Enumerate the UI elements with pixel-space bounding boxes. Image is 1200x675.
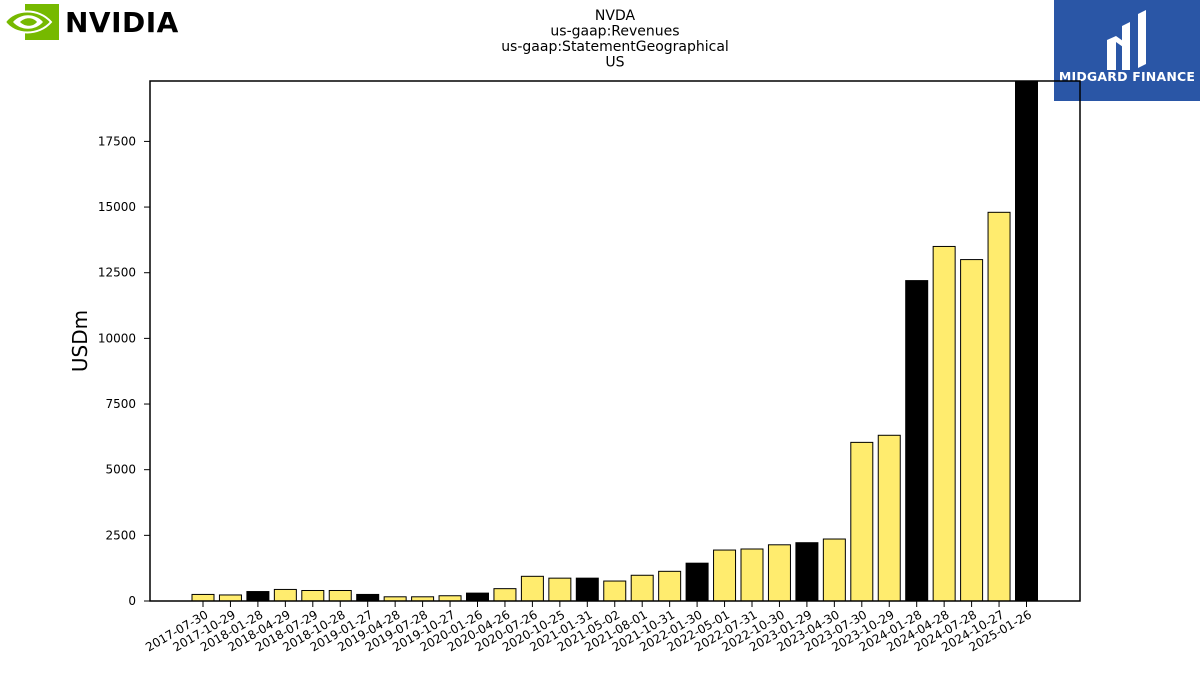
y-tick-label: 5000 — [105, 463, 136, 477]
nvidia-eye-icon — [5, 4, 59, 40]
bar — [218, 594, 242, 602]
y-tick-label: 15000 — [98, 200, 136, 214]
bar — [191, 593, 215, 602]
bar — [301, 589, 325, 602]
y-axis: 0 2500 5000 7500 10000 12500 15000 17500 — [98, 134, 150, 608]
y-tick-label: 2500 — [105, 528, 136, 542]
bar — [328, 589, 352, 602]
bar — [795, 542, 819, 602]
nvidia-logo-text: NVIDIA — [65, 6, 179, 39]
bar — [603, 580, 627, 602]
bar — [356, 593, 380, 602]
bar — [932, 245, 956, 602]
bar — [960, 259, 984, 602]
bar — [658, 570, 682, 602]
y-axis-label: USDm — [68, 310, 92, 372]
nvidia-logo: NVIDIA — [5, 4, 195, 42]
bars-group — [191, 80, 1038, 602]
bar — [438, 595, 462, 602]
y-tick-label: 17500 — [98, 134, 136, 148]
y-tick-label: 7500 — [105, 397, 136, 411]
y-tick-label: 10000 — [98, 331, 136, 345]
bar — [273, 588, 297, 602]
bar — [520, 575, 544, 602]
chart-title-line: NVDA — [595, 8, 636, 24]
midgard-mark-icon — [1107, 10, 1146, 70]
chart-title-line: US — [605, 55, 624, 71]
y-tick-label: 0 — [128, 594, 136, 608]
bar — [685, 562, 709, 602]
y-tick-label: 12500 — [98, 266, 136, 280]
bar — [1015, 80, 1038, 602]
bar — [905, 280, 929, 602]
bar — [713, 549, 737, 602]
bar — [466, 592, 489, 602]
bar — [548, 577, 572, 602]
midgard-finance-text: MIDGARD FINANCE — [1058, 69, 1196, 84]
bar — [987, 211, 1011, 602]
bar — [740, 548, 764, 602]
chart-title-line: us-gaap:Revenues — [550, 24, 679, 40]
x-axis: 2017-07-302017-10-292018-01-282018-04-29… — [143, 601, 1034, 654]
chart-title-line: us-gaap:StatementGeographical — [501, 39, 729, 55]
bar — [630, 574, 654, 602]
bar — [575, 577, 599, 602]
bar — [877, 434, 901, 602]
bar — [822, 538, 846, 602]
bar — [493, 588, 517, 602]
chart-title: NVDAus-gaap:Revenuesus-gaap:StatementGeo… — [501, 8, 729, 71]
midgard-finance-logo: MIDGARD FINANCE — [1054, 0, 1200, 101]
bar — [767, 544, 791, 602]
bar — [850, 441, 874, 602]
bar — [246, 591, 270, 602]
